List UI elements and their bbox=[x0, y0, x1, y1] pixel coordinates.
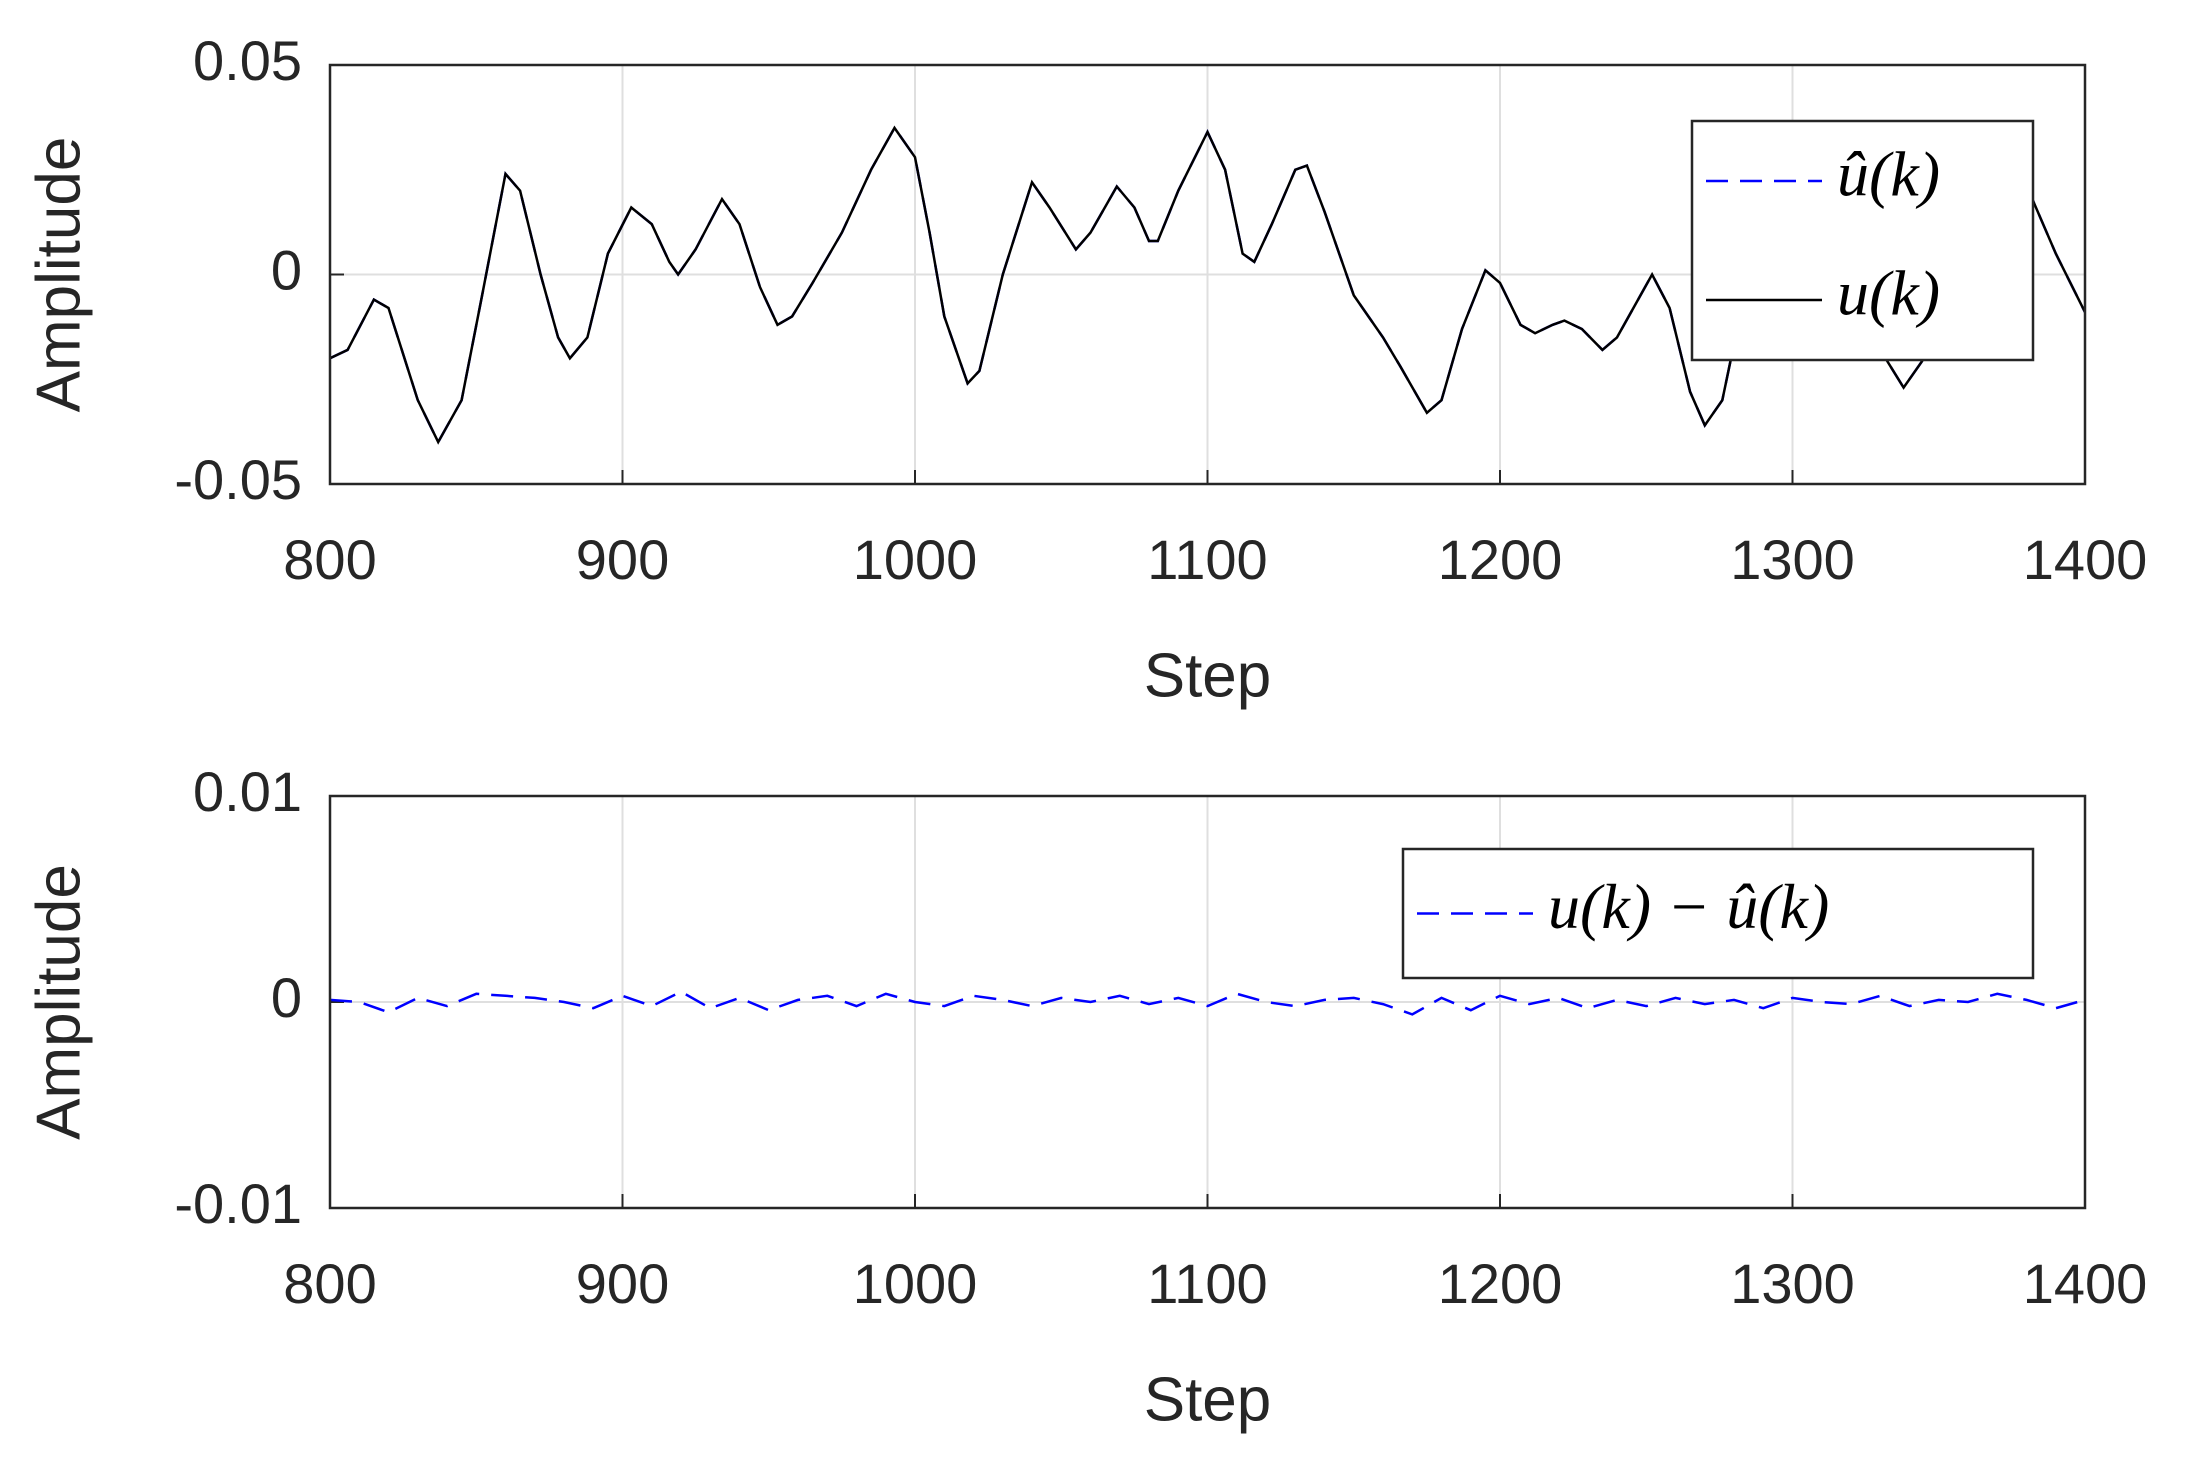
x-tick-label: 800 bbox=[283, 1252, 376, 1315]
legend-label: u(k) − û(k) bbox=[1548, 871, 1829, 942]
x-tick-label: 1400 bbox=[2023, 528, 2148, 591]
y-tick-label: 0 bbox=[271, 966, 302, 1029]
x-tick-label: 1000 bbox=[853, 528, 978, 591]
y-tick-label: 0 bbox=[271, 238, 302, 301]
data-line bbox=[330, 125, 2085, 445]
legend-label: u(k) bbox=[1837, 258, 1940, 329]
x-axis-label: Step bbox=[1144, 1365, 1272, 1434]
x-tick-label: 1100 bbox=[1147, 1252, 1267, 1315]
x-tick-label: 1300 bbox=[1730, 528, 1855, 591]
x-tick-label: 1200 bbox=[1438, 528, 1563, 591]
y-axis-label: Amplitude bbox=[24, 137, 93, 413]
x-tick-label: 1200 bbox=[1438, 1252, 1563, 1315]
y-axis-label: Amplitude bbox=[24, 864, 93, 1140]
axes-frame bbox=[328, 63, 2087, 486]
legend-box bbox=[1401, 847, 2035, 980]
x-tick-label: 1000 bbox=[853, 1252, 978, 1315]
x-tick-label: 900 bbox=[576, 528, 669, 591]
x-tick-label: 1400 bbox=[2023, 1252, 2148, 1315]
legend-box bbox=[1690, 119, 2035, 362]
y-tick-label: 0.01 bbox=[193, 760, 302, 823]
x-tick-label: 900 bbox=[576, 1252, 669, 1315]
y-tick-label: -0.05 bbox=[174, 448, 302, 511]
data-line bbox=[330, 990, 2085, 1016]
x-axis-label: Step bbox=[1144, 641, 1272, 710]
y-tick-label: 0.05 bbox=[193, 29, 302, 92]
x-tick-label: 1300 bbox=[1730, 1252, 1855, 1315]
legend-label: û(k) bbox=[1837, 139, 1940, 210]
axes-frame bbox=[328, 794, 2087, 1210]
x-tick-label: 800 bbox=[283, 528, 376, 591]
x-tick-label: 1100 bbox=[1147, 528, 1267, 591]
y-tick-label: -0.01 bbox=[174, 1172, 302, 1235]
